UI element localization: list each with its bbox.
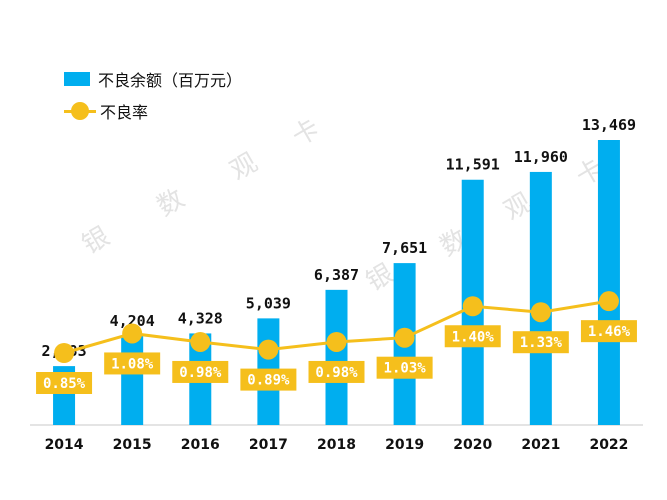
watermark-char: 数 (152, 184, 190, 223)
rate-value-labels: 0.85% 1.08% 0.98% 0.89% 0.98% 1.03% 1.40% 1.33%… (36, 320, 637, 394)
bar-2021 (529, 171, 552, 425)
rate-label-text: 1.40% (452, 329, 495, 345)
rate-label: 1.03% (376, 356, 433, 379)
legend-item-rate: 不良率 (64, 98, 242, 124)
bar-value-label: 5,039 (246, 294, 291, 312)
rate-point-2017 (258, 339, 279, 360)
x-tick-2018: 2018 (317, 437, 356, 453)
rate-label-text: 1.46% (588, 324, 631, 340)
rate-point-2021 (530, 302, 551, 323)
rate-label-text: 0.85% (43, 376, 86, 392)
x-tick-2021: 2021 (521, 437, 560, 453)
bar-value-label: 13,469 (582, 116, 636, 134)
legend-item-balance: 不良余额（百万元） (64, 66, 242, 92)
watermark-char: 银 (361, 259, 399, 298)
rate-label: 0.85% (36, 372, 93, 394)
x-tick-2016: 2016 (181, 437, 220, 453)
bar-2015 (121, 336, 144, 425)
rate-label-text: 1.03% (384, 361, 427, 377)
rate-point-2014 (54, 343, 75, 363)
rate-label: 0.89% (240, 368, 297, 391)
rate-label-text: 0.89% (247, 373, 290, 389)
line-series (54, 291, 619, 363)
bar-value-label: 11,591 (446, 156, 500, 174)
x-tick-2017: 2017 (249, 437, 288, 453)
rate-point-2020 (462, 296, 483, 317)
rate-point-2022 (598, 291, 619, 312)
bar-value-label: 6,387 (314, 266, 359, 284)
rate-label-text: 1.08% (111, 356, 154, 372)
rate-point-2018 (326, 331, 347, 352)
rate-label: 1.46% (580, 320, 637, 343)
legend-line-swatch (64, 102, 96, 120)
watermark-char: 观 (225, 148, 263, 187)
rate-label: 1.40% (444, 325, 501, 348)
bar-value-label: 4,328 (178, 309, 223, 327)
bar-2022 (597, 140, 620, 425)
rate-label: 0.98% (308, 360, 365, 383)
rate-point-2019 (394, 327, 415, 348)
x-tick-2022: 2022 (589, 437, 628, 453)
rate-label-text: 1.33% (520, 335, 563, 351)
bar-value-labels: 2,7834,2044,3285,0396,3877,65111,59111,9… (41, 116, 636, 360)
bar-value-label: 7,651 (382, 239, 427, 257)
bar-2018 (325, 289, 348, 425)
rate-label-text: 0.98% (179, 365, 222, 381)
watermark-char: 卡 (287, 114, 325, 153)
rate-label: 1.33% (512, 331, 569, 354)
x-tick-2019: 2019 (385, 437, 424, 453)
watermark-char: 银 (77, 222, 115, 261)
x-tick-2020: 2020 (453, 437, 492, 453)
x-tick-2015: 2015 (113, 437, 152, 453)
legend-label-rate: 不良率 (100, 103, 149, 122)
rate-label: 0.98% (172, 360, 229, 383)
legend: 不良余额（百万元） 不良率 (64, 66, 242, 130)
x-tick-2014: 2014 (45, 437, 84, 453)
rate-label-text: 0.98% (315, 365, 358, 381)
legend-label-balance: 不良余额（百万元） (98, 71, 243, 90)
x-tick-labels: 2014 2015 2016 2017 2018 2019 2020 2021 2022 (45, 437, 629, 453)
bar-value-label: 4,204 (110, 312, 155, 330)
rate-point-2016 (190, 331, 211, 352)
rate-label: 1.08% (104, 352, 161, 375)
bar-value-label: 11,960 (514, 148, 568, 166)
legend-bar-swatch (64, 72, 90, 86)
rate-point-2015 (122, 323, 143, 344)
